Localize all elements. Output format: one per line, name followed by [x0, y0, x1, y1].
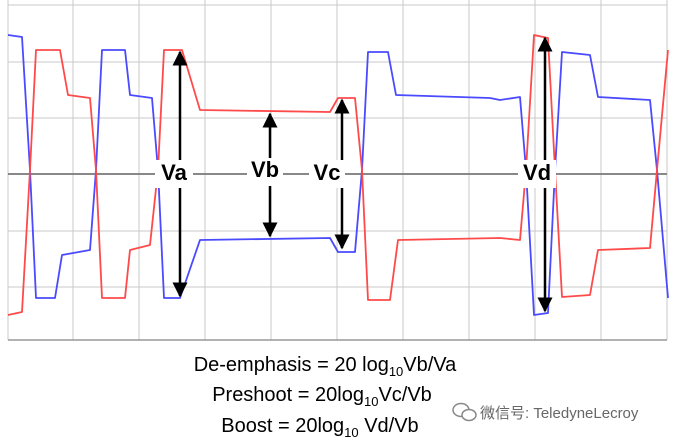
formula: De-emphasis = 20 log10Vb/Va	[194, 354, 457, 379]
watermark: 微信号: TeledyneLecroy	[480, 405, 639, 422]
wechat-icon	[452, 402, 477, 422]
vb-label: Vb	[251, 157, 279, 182]
blue-waveform	[7, 34, 669, 316]
vd-label: Vd	[523, 160, 551, 185]
va-label: Va	[161, 160, 187, 185]
formula: Boost = 20log10 Vd/Vb	[221, 415, 418, 440]
label-backgrounds	[155, 158, 556, 188]
vc-label: Vc	[314, 160, 341, 185]
red-waveform	[7, 34, 669, 316]
formula: Preshoot = 20log10Vc/Vb	[212, 384, 432, 409]
